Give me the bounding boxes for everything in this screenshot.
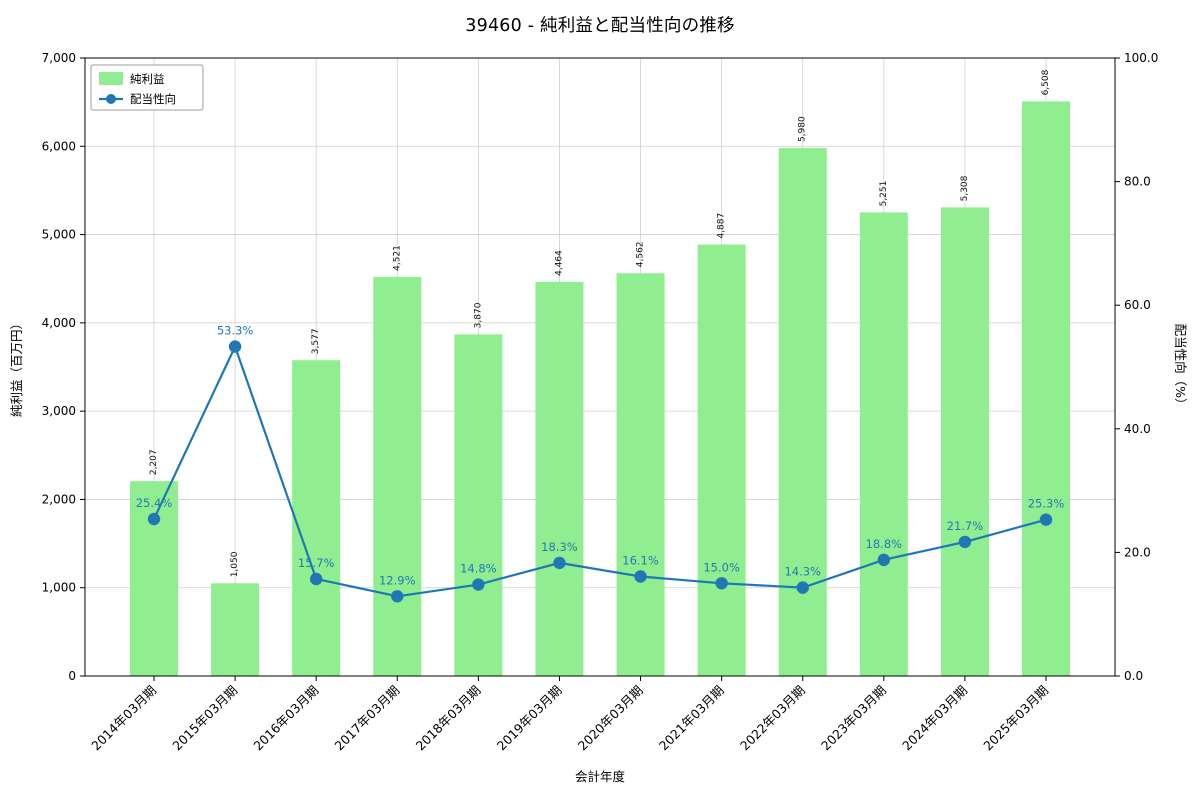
left-tick-label: 6,000 — [42, 139, 76, 153]
x-tick-label: 2025年03月期 — [980, 683, 1051, 754]
payout-ratio-line — [153, 343, 1047, 598]
left-tick-label: 2,000 — [42, 492, 76, 506]
x-tick-label: 2023年03月期 — [818, 683, 889, 754]
right-tick-label: 20.0 — [1124, 545, 1151, 559]
left-tick-label: 0 — [68, 669, 76, 683]
left-tick-label: 7,000 — [42, 51, 76, 65]
line-marker — [1039, 513, 1053, 526]
line-marker — [796, 581, 809, 594]
bar — [859, 212, 908, 676]
point-value-labels: 25.4% 53.3% 15.7% 12.9% 14.8% 18.3% 16.1% 15.0%… — [136, 324, 1065, 588]
bar — [778, 148, 827, 677]
point-value-label: 53.3% — [217, 324, 254, 338]
bar-value-label: 2,207 — [149, 449, 159, 475]
line-marker — [877, 553, 891, 567]
left-tick-label: 1,000 — [42, 581, 76, 595]
bar-value-label: 1,050 — [230, 551, 240, 577]
right-tick-label: 0.0 — [1124, 669, 1143, 683]
point-value-label: 25.3% — [1028, 497, 1065, 511]
x-tick-label: 2018年03月期 — [413, 683, 484, 754]
bar-value-label: 3,577 — [311, 328, 321, 354]
line-marker — [715, 577, 728, 590]
line-marker — [553, 556, 566, 570]
left-axis-title: 純利益（百万円） — [9, 317, 24, 417]
right-tick-label: 60.0 — [1124, 298, 1151, 312]
bar — [535, 281, 584, 676]
left-tick-label: 3,000 — [42, 404, 76, 418]
bar-value-label: 5,308 — [960, 175, 970, 201]
left-tick-label: 5,000 — [42, 228, 76, 242]
line-marker — [472, 578, 485, 591]
line-marker — [391, 590, 404, 603]
left-axis-ticks: 0 1,000 2,000 3,000 4,000 5,000 6,000 7,000 — [42, 51, 85, 683]
bar-value-label: 4,464 — [554, 250, 564, 276]
point-value-label: 15.7% — [298, 556, 335, 570]
legend-swatch-net-income — [99, 72, 123, 85]
bar-value-label: 6,508 — [1041, 69, 1051, 95]
line-marker — [634, 570, 647, 583]
x-axis-ticks: 2014年03月期 2015年03月期 2016年03月期 2017年03月期 2018… — [88, 676, 1051, 753]
bar-value-label: 3,870 — [473, 302, 483, 328]
chart-title: 39460 - 純利益と配当性向の推移 — [465, 16, 735, 36]
bar-value-label: 4,887 — [717, 213, 727, 239]
point-value-label: 25.4% — [136, 496, 173, 510]
x-tick-label: 2024年03月期 — [899, 683, 970, 754]
right-axis-ticks: 0.0 20.0 40.0 60.0 80.0 100.0 — [1115, 51, 1158, 683]
bar — [373, 276, 422, 676]
point-value-label: 14.8% — [460, 562, 497, 576]
line-marker — [958, 535, 972, 549]
bar — [616, 273, 665, 676]
x-axis-title: 会計年度 — [575, 769, 626, 784]
x-tick-label: 2015年03月期 — [169, 683, 240, 754]
bar-value-label: 4,562 — [636, 241, 646, 267]
left-tick-label: 4,000 — [42, 316, 76, 330]
bar — [697, 244, 746, 676]
net-income-bars — [130, 101, 1070, 677]
bar-value-label: 4,521 — [392, 245, 402, 271]
point-value-label: 14.3% — [784, 565, 821, 579]
x-tick-label: 2019年03月期 — [494, 683, 565, 754]
right-tick-label: 100.0 — [1124, 51, 1158, 65]
line-markers — [147, 340, 1053, 603]
legend-marker-payout — [106, 94, 116, 104]
right-axis-title: 配当性向（%） — [1173, 324, 1188, 411]
x-tick-label: 2017年03月期 — [332, 683, 403, 754]
bar-value-labels: 2,207 1,050 3,577 4,521 3,870 4,464 4,562 4,887… — [149, 69, 1051, 577]
x-tick-label: 2021年03月期 — [656, 683, 727, 754]
point-value-label: 21.7% — [947, 519, 984, 533]
line-marker — [147, 512, 161, 526]
x-tick-label: 2022年03月期 — [737, 683, 808, 754]
bar — [130, 481, 178, 676]
bar-value-label: 5,980 — [798, 116, 808, 142]
plot-border — [84, 57, 1116, 677]
right-tick-label: 80.0 — [1124, 175, 1151, 189]
x-tick-label: 2016年03月期 — [250, 683, 321, 754]
right-tick-label: 40.0 — [1124, 422, 1151, 436]
x-tick-label: 2014年03月期 — [88, 683, 159, 754]
bar — [211, 583, 260, 676]
legend-label-payout: 配当性向 — [130, 92, 176, 106]
bar — [940, 207, 989, 676]
point-value-label: 16.1% — [622, 554, 659, 568]
x-tick-label: 2020年03月期 — [575, 683, 646, 754]
point-value-label: 18.8% — [866, 537, 903, 551]
point-value-label: 18.3% — [541, 540, 578, 554]
point-value-label: 15.0% — [703, 560, 740, 574]
bar — [292, 360, 341, 676]
legend-label-net-income: 純利益 — [130, 72, 165, 86]
point-value-label: 12.9% — [379, 573, 416, 587]
line-marker — [228, 340, 242, 353]
line-marker — [309, 572, 323, 586]
bar-value-label: 5,251 — [879, 181, 889, 207]
bar — [454, 334, 503, 676]
bar — [1022, 101, 1070, 676]
